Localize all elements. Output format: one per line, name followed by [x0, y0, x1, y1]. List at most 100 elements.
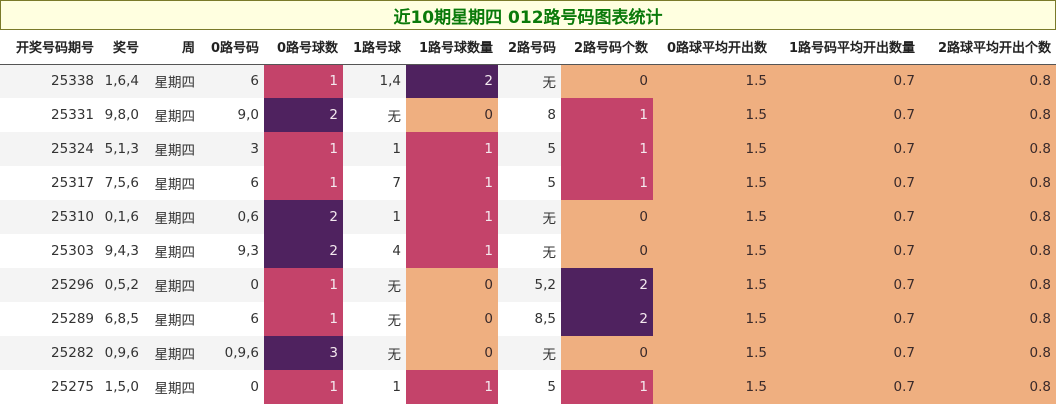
- table-cell: 1.5: [653, 302, 772, 336]
- table-cell: 9,0: [200, 98, 264, 132]
- table-cell: 0,9,6: [200, 336, 264, 370]
- table-cell: 0.8: [920, 370, 1056, 404]
- table-cell: 无: [343, 98, 406, 132]
- column-header: 1路号球: [343, 30, 406, 65]
- table-cell: 9,3: [200, 234, 264, 268]
- table-cell: 25310: [0, 200, 99, 234]
- table-cell: 8: [498, 98, 561, 132]
- table-cell: 0,6: [200, 200, 264, 234]
- table-cell: 25324: [0, 132, 99, 166]
- table-cell: 0.7: [772, 166, 920, 200]
- table-cell: 无: [498, 64, 561, 98]
- column-header: 0路号球数: [264, 30, 343, 65]
- column-header: 0路号码: [200, 30, 264, 65]
- table-cell: 1.5: [653, 336, 772, 370]
- table-row: 25331 9,8,0 星期四 9,0 2 无 0 8 1 1.5 0.7 0.8: [0, 98, 1056, 132]
- table-row: 25275 1,5,0 星期四 0 1 1 1 5 1 1.5 0.7 0.8: [0, 370, 1056, 404]
- table-cell: 25331: [0, 98, 99, 132]
- table-cell: 9,8,0: [99, 98, 144, 132]
- table-cell: 0: [561, 234, 653, 268]
- table-cell: 5,2: [498, 268, 561, 302]
- table-cell: 1.5: [653, 132, 772, 166]
- column-header: 2路号码个数: [561, 30, 653, 65]
- table-cell: 1: [406, 132, 498, 166]
- table-cell: 0: [200, 370, 264, 404]
- table-cell: 5,1,3: [99, 132, 144, 166]
- table-cell: 2: [561, 302, 653, 336]
- table-row: 25289 6,8,5 星期四 6 1 无 0 8,5 2 1.5 0.7 0.8: [0, 302, 1056, 336]
- table-cell: 0,9,6: [99, 336, 144, 370]
- table-cell: 0.8: [920, 336, 1056, 370]
- table-cell: 5: [498, 166, 561, 200]
- column-header: 0路球平均开出数: [653, 30, 772, 65]
- table-cell: 0: [406, 336, 498, 370]
- table-cell: 0.7: [772, 268, 920, 302]
- table-cell: 0.8: [920, 132, 1056, 166]
- table-cell: 1: [343, 200, 406, 234]
- table-cell: 1.5: [653, 268, 772, 302]
- table-cell: 1.5: [653, 200, 772, 234]
- table-cell: 1,5,0: [99, 370, 144, 404]
- table-cell: 1: [406, 234, 498, 268]
- table-cell: 0.7: [772, 234, 920, 268]
- table-cell: 1: [264, 268, 343, 302]
- table-cell: 1: [406, 166, 498, 200]
- table-cell: 25303: [0, 234, 99, 268]
- table-cell: 0.7: [772, 336, 920, 370]
- table-cell: 无: [498, 200, 561, 234]
- table-cell: 1: [343, 132, 406, 166]
- table-cell: 3: [264, 336, 343, 370]
- table-cell: 25317: [0, 166, 99, 200]
- table-cell: 无: [498, 234, 561, 268]
- table-cell: 6: [200, 64, 264, 98]
- table-cell: 0.7: [772, 132, 920, 166]
- table-cell: 0.8: [920, 166, 1056, 200]
- column-header: 2路号码: [498, 30, 561, 65]
- table-cell: 1: [264, 302, 343, 336]
- table-cell: 1,4: [343, 64, 406, 98]
- table-cell: 2: [264, 234, 343, 268]
- table-cell: 1.5: [653, 166, 772, 200]
- table-cell: 0.7: [772, 302, 920, 336]
- table-cell: 7,5,6: [99, 166, 144, 200]
- table-row: 25282 0,9,6 星期四 0,9,6 3 无 0 无 0 1.5 0.7 0.8: [0, 336, 1056, 370]
- table-cell: 0: [561, 200, 653, 234]
- table-cell: 星期四: [144, 302, 200, 336]
- column-header: 开奖号码期号: [0, 30, 99, 65]
- table-cell: 星期四: [144, 200, 200, 234]
- table-cell: 2: [561, 268, 653, 302]
- table-cell: 1: [561, 370, 653, 404]
- column-header: 1路号球数量: [406, 30, 498, 65]
- table-row: 25317 7,5,6 星期四 6 1 7 1 5 1 1.5 0.7 0.8: [0, 166, 1056, 200]
- table-cell: 7: [343, 166, 406, 200]
- table-row: 25296 0,5,2 星期四 0 1 无 0 5,2 2 1.5 0.7 0.8: [0, 268, 1056, 302]
- table-row: 25338 1,6,4 星期四 6 1 1,4 2 无 0 1.5 0.7 0.8: [0, 64, 1056, 98]
- table-cell: 0: [561, 64, 653, 98]
- table-cell: 0.8: [920, 98, 1056, 132]
- table-cell: 星期四: [144, 336, 200, 370]
- table-cell: 5: [498, 370, 561, 404]
- table-cell: 0.7: [772, 64, 920, 98]
- table-cell: 4: [343, 234, 406, 268]
- table-cell: 0.8: [920, 64, 1056, 98]
- table-cell: 1: [264, 132, 343, 166]
- table-cell: 1: [406, 200, 498, 234]
- table-row: 25303 9,4,3 星期四 9,3 2 4 1 无 0 1.5 0.7 0.8: [0, 234, 1056, 268]
- column-header: 奖号: [99, 30, 144, 65]
- table-cell: 星期四: [144, 132, 200, 166]
- table-cell: 星期四: [144, 98, 200, 132]
- header-row: 开奖号码期号 奖号周 0路号码 0路号球数 1路号球 1路号球数量 2路号码 2路号码个数 0路…: [0, 30, 1056, 65]
- table-body: 25338 1,6,4 星期四 6 1 1,4 2 无 0 1.5 0.7 0.8 25331 9,8,0…: [0, 64, 1056, 404]
- table-cell: 9,4,3: [99, 234, 144, 268]
- table-cell: 无: [498, 336, 561, 370]
- table-cell: 1: [406, 370, 498, 404]
- table-cell: 6: [200, 302, 264, 336]
- table-cell: 0.8: [920, 200, 1056, 234]
- table-cell: 0.8: [920, 234, 1056, 268]
- column-header: 1路号码平均开出数量: [772, 30, 920, 65]
- table-cell: 星期四: [144, 268, 200, 302]
- table-cell: 星期四: [144, 370, 200, 404]
- table-cell: 1: [561, 98, 653, 132]
- table-cell: 0,5,2: [99, 268, 144, 302]
- table-cell: 1,6,4: [99, 64, 144, 98]
